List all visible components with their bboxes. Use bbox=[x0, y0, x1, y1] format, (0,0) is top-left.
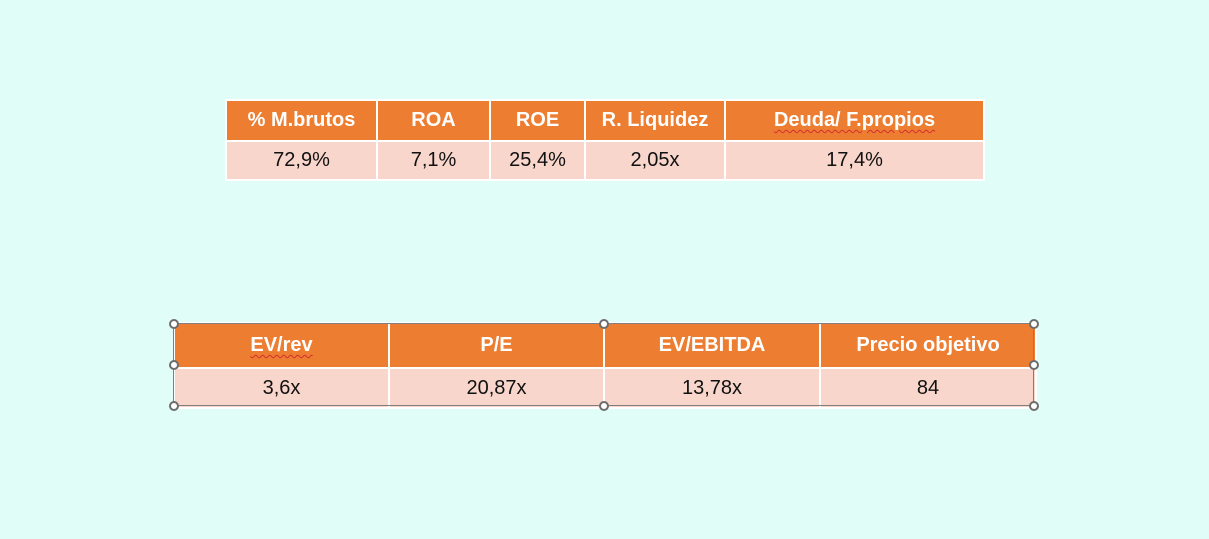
resize-handle-top-left[interactable] bbox=[169, 319, 179, 329]
resize-handle-bottom-center[interactable] bbox=[599, 401, 609, 411]
value-cell-gross-margin[interactable]: 72,9% bbox=[225, 140, 378, 181]
header-cell-gross-margin[interactable]: % M.brutos bbox=[225, 99, 378, 142]
value-cell-roe[interactable]: 25,4% bbox=[489, 140, 586, 181]
resize-handle-top-right[interactable] bbox=[1029, 319, 1039, 329]
table-row: 72,9% 7,1% 25,4% 2,05x 17,4% bbox=[225, 140, 985, 181]
value-cell-target-price[interactable]: 84 bbox=[819, 367, 1037, 409]
header-cell-roe[interactable]: ROE bbox=[489, 99, 586, 142]
resize-handle-middle-right[interactable] bbox=[1029, 360, 1039, 370]
resize-handle-middle-left[interactable] bbox=[169, 360, 179, 370]
header-cell-ev-rev[interactable]: EV/rev bbox=[173, 322, 390, 369]
value-cell-pe[interactable]: 20,87x bbox=[388, 367, 605, 409]
valuation-table[interactable]: EV/rev P/E EV/EBITDA Precio objetivo 3,6… bbox=[173, 322, 1037, 409]
resize-handle-bottom-right[interactable] bbox=[1029, 401, 1039, 411]
resize-handle-top-center[interactable] bbox=[599, 319, 609, 329]
financial-ratios-table[interactable]: % M.brutos ROA ROE R. Liquidez Deuda/ F.… bbox=[225, 99, 985, 181]
value-cell-ev-rev[interactable]: 3,6x bbox=[173, 367, 390, 409]
header-cell-liquidity[interactable]: R. Liquidez bbox=[584, 99, 726, 142]
header-text-debt-equity: Deuda/ F.propios bbox=[773, 109, 936, 131]
header-cell-pe[interactable]: P/E bbox=[388, 322, 605, 369]
table-row: 3,6x 20,87x 13,78x 84 bbox=[173, 367, 1037, 409]
value-cell-debt-equity[interactable]: 17,4% bbox=[724, 140, 985, 181]
value-cell-liquidity[interactable]: 2,05x bbox=[584, 140, 726, 181]
table-header-row: EV/rev P/E EV/EBITDA Precio objetivo bbox=[173, 322, 1037, 369]
header-cell-target-price[interactable]: Precio objetivo bbox=[819, 322, 1037, 369]
value-cell-ev-ebitda[interactable]: 13,78x bbox=[603, 367, 821, 409]
header-cell-debt-equity[interactable]: Deuda/ F.propios bbox=[724, 99, 985, 142]
header-cell-ev-ebitda[interactable]: EV/EBITDA bbox=[603, 322, 821, 369]
resize-handle-bottom-left[interactable] bbox=[169, 401, 179, 411]
table-header-row: % M.brutos ROA ROE R. Liquidez Deuda/ F.… bbox=[225, 99, 985, 142]
header-text-ev-rev: EV/rev bbox=[250, 334, 313, 356]
value-cell-roa[interactable]: 7,1% bbox=[376, 140, 491, 181]
header-cell-roa[interactable]: ROA bbox=[376, 99, 491, 142]
